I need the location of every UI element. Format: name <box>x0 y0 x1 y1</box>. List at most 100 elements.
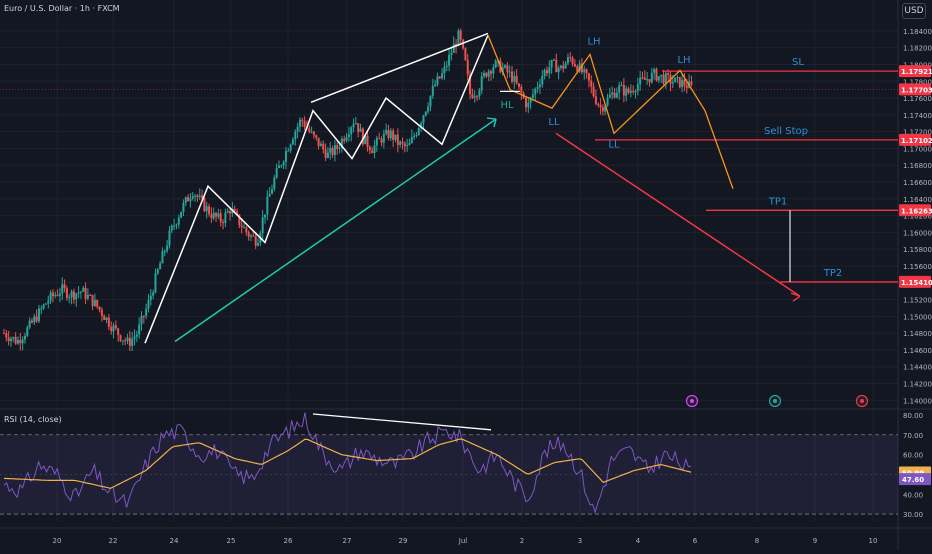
candle-body <box>613 92 616 98</box>
candle-body <box>678 76 681 88</box>
candle-body <box>571 57 574 64</box>
candle-body <box>622 85 625 96</box>
candle-body <box>685 85 688 88</box>
candle-body <box>210 214 213 219</box>
price-label-text: 1.17703 <box>901 86 932 94</box>
candle-body <box>520 86 523 94</box>
candle-body <box>42 304 45 309</box>
candle-body <box>480 76 483 91</box>
candle-body <box>37 308 40 322</box>
trendline-top-white <box>310 32 489 103</box>
candle-body <box>3 333 5 335</box>
candle-body <box>145 308 148 317</box>
candle-body <box>478 90 481 97</box>
candle-body <box>282 162 285 166</box>
time-tick-label: 2 <box>520 537 524 545</box>
candle-body <box>107 317 110 327</box>
candle-body <box>441 73 444 79</box>
candle-body <box>212 212 215 219</box>
candle-body <box>445 65 448 67</box>
candle-body <box>58 293 61 296</box>
candle-body <box>205 206 208 212</box>
candle-body <box>163 250 166 252</box>
event-icon-dot-1 <box>773 399 777 403</box>
candle-body <box>147 300 150 309</box>
candle-body <box>681 79 684 88</box>
candle-body <box>12 337 15 339</box>
candle-body <box>483 73 486 77</box>
candle-body <box>161 251 164 264</box>
candle-body <box>331 148 334 155</box>
rsi-indicator-label[interactable]: RSI (14, close) <box>4 415 62 424</box>
candle-body <box>291 139 294 145</box>
price-tick-label: 1.16400 <box>903 196 932 204</box>
symbol-header[interactable]: Euro / U.S. Dollar · 1h · FXCM <box>4 4 120 13</box>
candle-body <box>114 325 117 329</box>
rsi-ma-line <box>3 438 692 489</box>
rsi-value-text: 47.60 <box>902 476 924 484</box>
candle-body <box>72 291 75 300</box>
candle-body <box>91 295 94 306</box>
level-lines: SL Sell Stop TP1 TP2 <box>595 57 898 283</box>
price-tick-label: 1.15000 <box>903 313 932 321</box>
candle-body <box>664 73 667 84</box>
event-icons <box>685 394 869 408</box>
symbol-title[interactable]: Euro / U.S. Dollar · 1h · FXCM <box>4 4 120 13</box>
candle-body <box>336 145 339 149</box>
currency-button[interactable]: USD <box>902 3 926 19</box>
candle-body <box>254 236 257 246</box>
candle-body <box>30 320 33 323</box>
rsi-tick-label: 70.00 <box>903 432 923 440</box>
candle-body <box>201 195 204 199</box>
candle-body <box>361 128 364 145</box>
candle-body <box>455 43 458 47</box>
candle-body <box>436 76 439 85</box>
candle-body <box>191 196 194 199</box>
candle-body <box>252 235 255 237</box>
candle-body <box>268 193 271 197</box>
candle-body <box>61 284 64 294</box>
candle-body <box>452 43 455 53</box>
candle-body <box>70 291 73 298</box>
price-labels: 1.17921 1.17703 1.17102 1.16263 1.15410 <box>899 65 932 288</box>
candle-body <box>324 149 327 158</box>
candle-body <box>357 123 360 132</box>
candle-body <box>56 294 59 296</box>
candle-body <box>44 303 47 305</box>
price-label-text: 1.17102 <box>901 137 932 145</box>
candle-body <box>466 59 469 75</box>
candle-body <box>443 66 446 74</box>
rsi-divergence-line <box>312 413 492 431</box>
candle-body <box>112 325 115 332</box>
zigzag-white <box>144 34 489 344</box>
price-tick-label: 1.14800 <box>903 330 932 338</box>
candle-body <box>457 30 460 47</box>
price-label-text: 1.17921 <box>901 68 932 76</box>
price-tick-label: 1.15800 <box>903 246 932 254</box>
price-tick-label: 1.14600 <box>903 347 932 355</box>
candle-body <box>394 134 397 140</box>
candle-body <box>506 65 509 73</box>
price-label-box <box>899 133 931 146</box>
price-label-box <box>899 65 931 78</box>
time-tick-label: 20 <box>53 537 62 545</box>
candle-body <box>368 147 371 151</box>
candle-body <box>47 300 50 304</box>
candle-body <box>338 147 341 149</box>
candle-body <box>182 202 185 212</box>
candle-body <box>345 136 348 141</box>
candle-body <box>527 102 530 108</box>
candle-body <box>555 59 558 73</box>
price-tick-label: 1.16000 <box>903 229 932 237</box>
candle-body <box>471 94 474 98</box>
candle-body <box>33 316 36 323</box>
candle-body <box>322 143 325 150</box>
candle-body <box>643 77 646 80</box>
time-tick-label: 4 <box>636 537 641 545</box>
time-tick-label: Jul <box>458 537 468 545</box>
candle-body <box>396 134 399 145</box>
candle-body <box>408 143 411 146</box>
candle-body <box>585 69 588 74</box>
